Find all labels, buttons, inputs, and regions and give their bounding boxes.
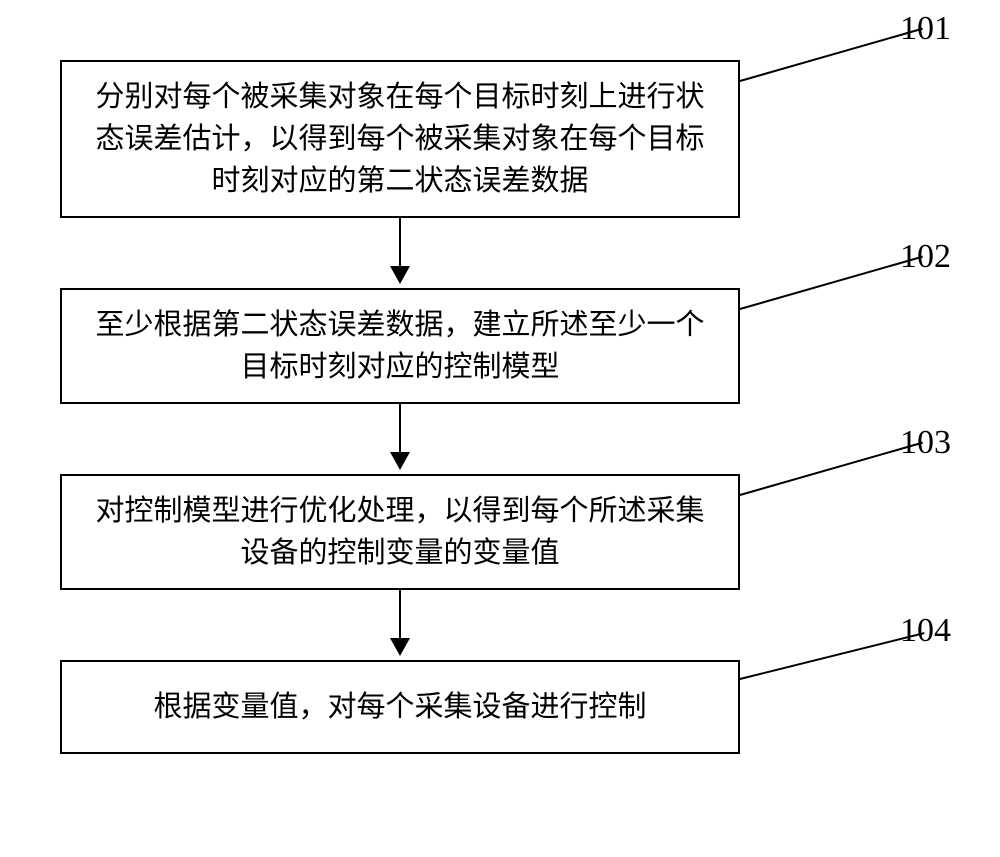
step-4-connector <box>740 632 925 680</box>
step-1-label: 101 <box>900 10 951 48</box>
step-3: 对控制模型进行优化处理，以得到每个所述采集设备的控制变量的变量值 103 <box>60 474 940 590</box>
step-3-connector <box>740 442 923 496</box>
step-3-label: 103 <box>900 424 951 462</box>
step-4-label: 104 <box>900 612 951 650</box>
arrow-3-4 <box>60 590 740 660</box>
arrow-2-3-head <box>390 452 410 470</box>
step-4-box: 根据变量值，对每个采集设备进行控制 <box>60 660 740 754</box>
step-2: 至少根据第二状态误差数据，建立所述至少一个目标时刻对应的控制模型 102 <box>60 288 940 404</box>
arrow-2-3-line <box>399 404 401 454</box>
arrow-1-2-head <box>390 266 410 284</box>
arrow-1-2-line <box>399 218 401 268</box>
flowchart-container: 分别对每个被采集对象在每个目标时刻上进行状态误差估计，以得到每个被采集对象在每个… <box>60 60 940 754</box>
step-4-text: 根据变量值，对每个采集设备进行控制 <box>153 686 646 728</box>
arrow-3-4-line <box>399 590 401 640</box>
step-1-box: 分别对每个被采集对象在每个目标时刻上进行状态误差估计，以得到每个被采集对象在每个… <box>60 60 740 218</box>
arrow-1-2 <box>60 218 740 288</box>
step-3-text: 对控制模型进行优化处理，以得到每个所述采集设备的控制变量的变量值 <box>82 490 718 574</box>
step-2-connector <box>740 256 923 310</box>
step-1-connector <box>740 28 923 82</box>
step-2-label: 102 <box>900 238 951 276</box>
step-2-box: 至少根据第二状态误差数据，建立所述至少一个目标时刻对应的控制模型 <box>60 288 740 404</box>
step-1: 分别对每个被采集对象在每个目标时刻上进行状态误差估计，以得到每个被采集对象在每个… <box>60 60 940 218</box>
step-1-text: 分别对每个被采集对象在每个目标时刻上进行状态误差估计，以得到每个被采集对象在每个… <box>82 76 718 202</box>
step-2-text: 至少根据第二状态误差数据，建立所述至少一个目标时刻对应的控制模型 <box>82 304 718 388</box>
arrow-2-3 <box>60 404 740 474</box>
arrow-3-4-head <box>390 638 410 656</box>
step-4: 根据变量值，对每个采集设备进行控制 104 <box>60 660 940 754</box>
step-3-box: 对控制模型进行优化处理，以得到每个所述采集设备的控制变量的变量值 <box>60 474 740 590</box>
